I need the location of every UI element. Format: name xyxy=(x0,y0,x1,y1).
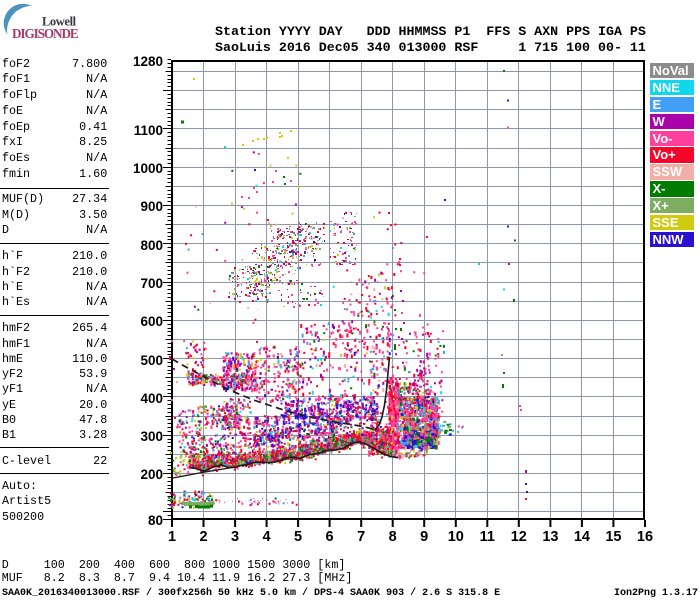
svg-text:Lowell: Lowell xyxy=(42,15,77,29)
svg-text:DIGISONDE: DIGISONDE xyxy=(12,26,79,41)
